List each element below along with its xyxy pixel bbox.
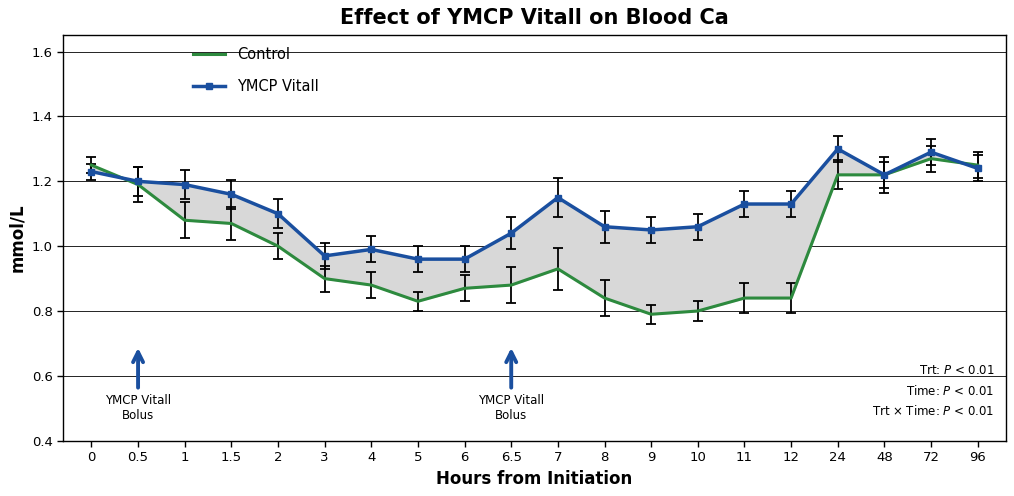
X-axis label: Hours from Initiation: Hours from Initiation [436,470,633,488]
Legend: Control, YMCP Vitall: Control, YMCP Vitall [194,47,318,94]
Text: YMCP Vitall
Bolus: YMCP Vitall Bolus [105,394,171,422]
Text: YMCP Vitall
Bolus: YMCP Vitall Bolus [479,394,545,422]
Text: Trt: $P$ < 0.01
Time: $P$ < 0.01
Trt × Time: $P$ < 0.01: Trt: $P$ < 0.01 Time: $P$ < 0.01 Trt × T… [872,364,995,419]
Y-axis label: mmol/L: mmol/L [8,204,26,272]
Title: Effect of YMCP Vitall on Blood Ca: Effect of YMCP Vitall on Blood Ca [340,8,729,28]
